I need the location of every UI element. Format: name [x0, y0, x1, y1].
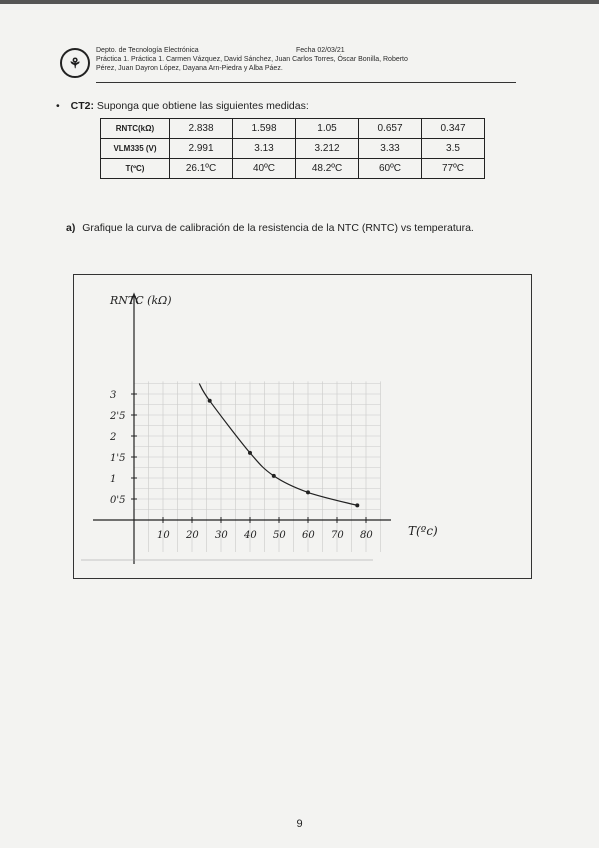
question-a: a) Grafique la curva de calibración de l… [66, 218, 538, 238]
table-cell: 3.33 [358, 138, 422, 159]
y-tick-label: 1'5 [110, 453, 125, 464]
question-label: a) [66, 222, 76, 234]
calibration-curve [198, 383, 358, 507]
ct2-label: CT2: [70, 100, 94, 112]
x-tick-label: 80 [360, 530, 373, 541]
row-header-temperature: T(ºC) [100, 158, 170, 179]
data-point [207, 398, 212, 403]
x-tick-label: 30 [215, 530, 228, 541]
x-tick-label: 60 [302, 530, 315, 541]
x-tick-label: 40 [243, 530, 257, 541]
table-cell: 3.13 [232, 138, 296, 159]
authors-line-2: Pérez, Juan Dayron López, Dayana Arn-Pie… [96, 65, 283, 72]
y-axis-arrow [129, 292, 139, 305]
graph-axes [81, 292, 391, 564]
document-header: Depto. de Tecnología Electrónica Fecha 0… [96, 46, 526, 73]
graph-grid [133, 381, 381, 552]
table-cell: 1.05 [295, 118, 359, 139]
table-cell: 3.212 [295, 138, 359, 159]
x-tick-label: 10 [157, 530, 170, 541]
table-cell: 77ºC [421, 158, 485, 179]
y-tick-label: 2 [109, 432, 116, 443]
x-tick-label: 70 [331, 530, 344, 541]
y-tick-label: 2'5 [109, 411, 125, 422]
measurements-table: RNTC(kΩ) 2.838 1.598 1.05 0.657 0.347 VL… [100, 118, 485, 179]
table-cell: 2.838 [169, 118, 233, 139]
header-divider [96, 82, 516, 83]
calibration-graph: 10 20 30 40 50 60 70 80 0'5 1 1'5 2 2'5 3 RNTC (kΩ) T… [81, 292, 438, 564]
table-cell: 0.347 [421, 118, 485, 139]
x-tick-label: 50 [273, 530, 286, 541]
table-cell: 2.991 [169, 138, 233, 159]
graph-ticks: 10 20 30 40 50 60 70 80 0'5 1 1'5 2 2'5 3 [109, 390, 373, 541]
row-header-rntc: RNTC(kΩ) [100, 118, 170, 139]
table-cell: 40ºC [232, 158, 296, 179]
table-row: T(ºC) 26.1ºC 40ºC 48.2ºC 60ºC 77ºC [100, 158, 485, 179]
ct2-text: Suponga que obtiene las siguientes medid… [96, 100, 309, 112]
data-point [306, 490, 310, 495]
x-axis-label: T(ºc) [408, 524, 438, 538]
table-cell: 3.5 [421, 138, 485, 159]
table-row: VLM335 (V) 2.991 3.13 3.212 3.33 3.5 [100, 138, 485, 159]
data-point [271, 473, 276, 478]
question-text: Grafique la curva de calibración de la r… [82, 222, 474, 234]
y-axis-label: RNTC (kΩ) [109, 294, 172, 307]
authors-line-1: Práctica 1. Práctica 1. Carmen Vázquez, … [96, 56, 408, 63]
row-header-vlm335: VLM335 (V) [100, 138, 170, 159]
data-points [207, 398, 360, 508]
data-point [248, 450, 252, 455]
document-date: Fecha 02/03/21 [296, 47, 345, 54]
y-tick-label: 3 [110, 390, 116, 401]
y-tick-label: 1 [110, 474, 116, 485]
table-cell: 0.657 [358, 118, 422, 139]
university-logo: ⚘ [60, 48, 90, 78]
table-row: RNTC(kΩ) 2.838 1.598 1.05 0.657 0.347 [100, 118, 485, 139]
page-number: 9 [296, 818, 303, 830]
table-cell: 26.1ºC [169, 158, 233, 179]
graph-frame [73, 274, 532, 579]
table-cell: 1.598 [232, 118, 296, 139]
page-top-edge [0, 0, 599, 4]
department-name: Depto. de Tecnología Electrónica [96, 47, 199, 54]
table-cell: 48.2ºC [295, 158, 359, 179]
data-point [355, 503, 360, 508]
y-tick-label: 0'5 [110, 495, 125, 506]
bullet-icon: • [56, 100, 60, 112]
table-cell: 60ºC [358, 158, 422, 179]
ct2-prompt: • CT2: Suponga que obtiene las siguiente… [56, 100, 309, 112]
x-tick-label: 20 [185, 530, 199, 541]
